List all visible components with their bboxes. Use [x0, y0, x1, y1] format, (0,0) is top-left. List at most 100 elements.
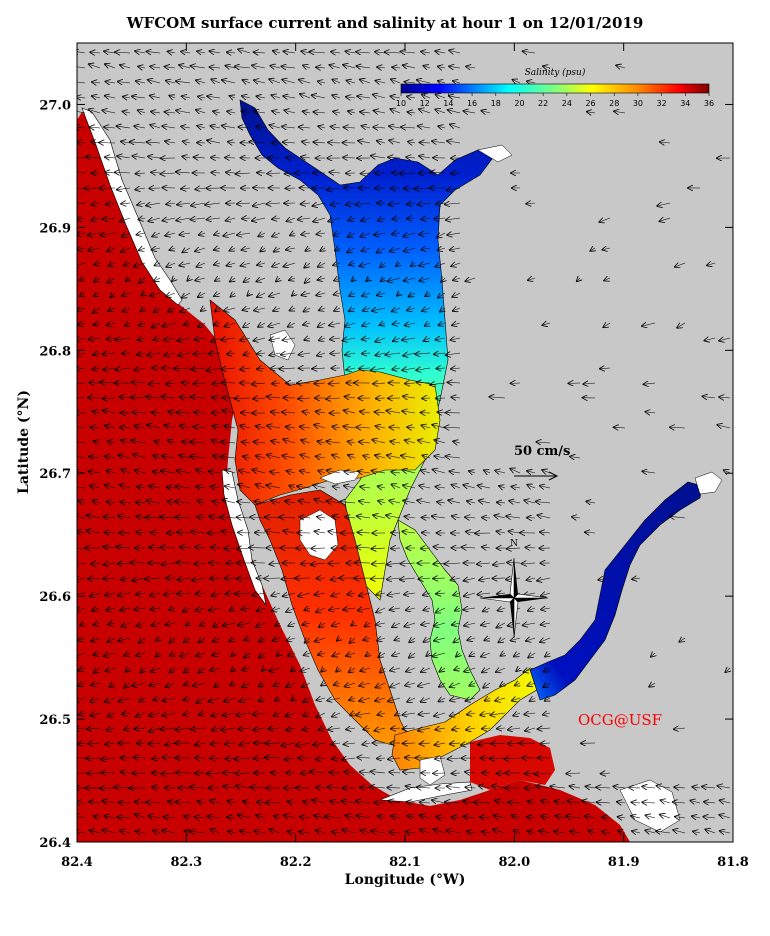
current-vector — [446, 218, 461, 220]
current-vector — [333, 111, 341, 113]
current-vector — [326, 398, 341, 399]
current-vector — [153, 338, 161, 340]
current-vector — [333, 233, 341, 235]
current-vector — [360, 112, 371, 113]
current-vector — [162, 456, 176, 458]
current-vector — [283, 439, 296, 443]
compass-north-label: N — [510, 539, 518, 549]
current-vector — [401, 456, 416, 458]
current-vector — [197, 126, 206, 128]
current-vector — [305, 278, 310, 283]
current-vector — [136, 173, 146, 174]
current-vector — [209, 67, 221, 68]
current-vector — [287, 471, 296, 473]
current-vector — [191, 203, 206, 206]
current-vector — [244, 353, 251, 355]
current-vector — [425, 293, 430, 296]
current-vector — [602, 248, 611, 250]
current-vector — [452, 485, 461, 488]
current-vector — [88, 248, 101, 251]
current-vector — [402, 411, 416, 413]
colorbar-title: Salinity (psu) — [525, 67, 586, 78]
current-vector — [403, 233, 416, 236]
current-vector — [421, 52, 431, 53]
current-vector — [93, 308, 101, 313]
current-vector — [304, 308, 311, 312]
current-vector — [419, 233, 431, 235]
current-vector — [179, 233, 191, 235]
current-vector — [214, 263, 221, 265]
current-vector — [100, 382, 116, 383]
current-vector — [103, 368, 116, 370]
current-vector — [286, 427, 296, 428]
current-vector — [318, 126, 326, 128]
current-vector — [417, 500, 431, 503]
current-vector — [257, 293, 266, 297]
current-vector — [212, 440, 221, 443]
current-vector — [120, 427, 131, 428]
current-vector — [90, 52, 101, 53]
current-vector — [270, 338, 281, 340]
current-vector — [178, 353, 191, 356]
current-vector — [209, 471, 221, 473]
y-axis-title: Latitude (°N) — [16, 390, 32, 494]
current-vector — [238, 127, 251, 128]
current-vector — [378, 501, 386, 503]
current-vector — [117, 126, 131, 128]
current-vector — [284, 51, 296, 53]
current-vectors — [77, 49, 730, 833]
current-vector — [317, 233, 326, 234]
current-vector — [434, 456, 446, 458]
current-vector — [416, 368, 431, 370]
current-vector — [403, 353, 416, 356]
current-vector — [77, 248, 86, 250]
current-vector — [437, 233, 446, 237]
current-vector — [267, 203, 281, 204]
current-vector — [139, 323, 146, 326]
current-vector — [270, 66, 281, 68]
current-vector — [88, 233, 101, 235]
current-vector — [329, 323, 341, 325]
current-vector — [130, 142, 146, 143]
x-tick-label: 81.8 — [717, 855, 749, 870]
current-vector — [438, 126, 446, 128]
current-vector — [345, 397, 356, 398]
current-vector — [380, 323, 385, 325]
current-vector — [180, 426, 191, 428]
current-vector — [390, 248, 401, 251]
current-vector — [284, 263, 296, 267]
current-vector — [645, 412, 656, 413]
current-vector — [453, 278, 461, 280]
current-vector — [318, 278, 326, 280]
current-vector — [77, 97, 86, 98]
current-vector — [371, 156, 386, 158]
current-vector — [422, 94, 431, 98]
current-vector — [418, 126, 431, 128]
colorbar-tick-label: 28 — [609, 99, 619, 108]
current-vector — [174, 368, 191, 369]
current-vector — [107, 338, 116, 339]
current-vector — [135, 188, 146, 190]
current-vector — [356, 203, 371, 205]
current-vector — [191, 66, 206, 68]
current-vector — [165, 425, 176, 428]
current-vector — [151, 112, 161, 113]
current-vector — [527, 471, 536, 473]
current-vector — [260, 248, 265, 251]
current-vector — [166, 383, 176, 384]
current-vector — [318, 323, 326, 327]
current-vector — [168, 411, 176, 413]
current-vector — [198, 293, 206, 297]
current-vector — [418, 203, 431, 205]
current-vector — [660, 142, 671, 143]
current-vector — [381, 278, 385, 281]
current-vector — [252, 470, 266, 473]
current-vector — [392, 484, 401, 488]
current-vector — [193, 383, 206, 384]
scale-arrow-label: 50 cm/s — [514, 444, 570, 459]
current-vector — [360, 263, 371, 266]
current-vector — [310, 52, 326, 53]
current-vector — [267, 455, 281, 458]
current-vector — [316, 411, 326, 413]
current-vector — [187, 278, 190, 281]
